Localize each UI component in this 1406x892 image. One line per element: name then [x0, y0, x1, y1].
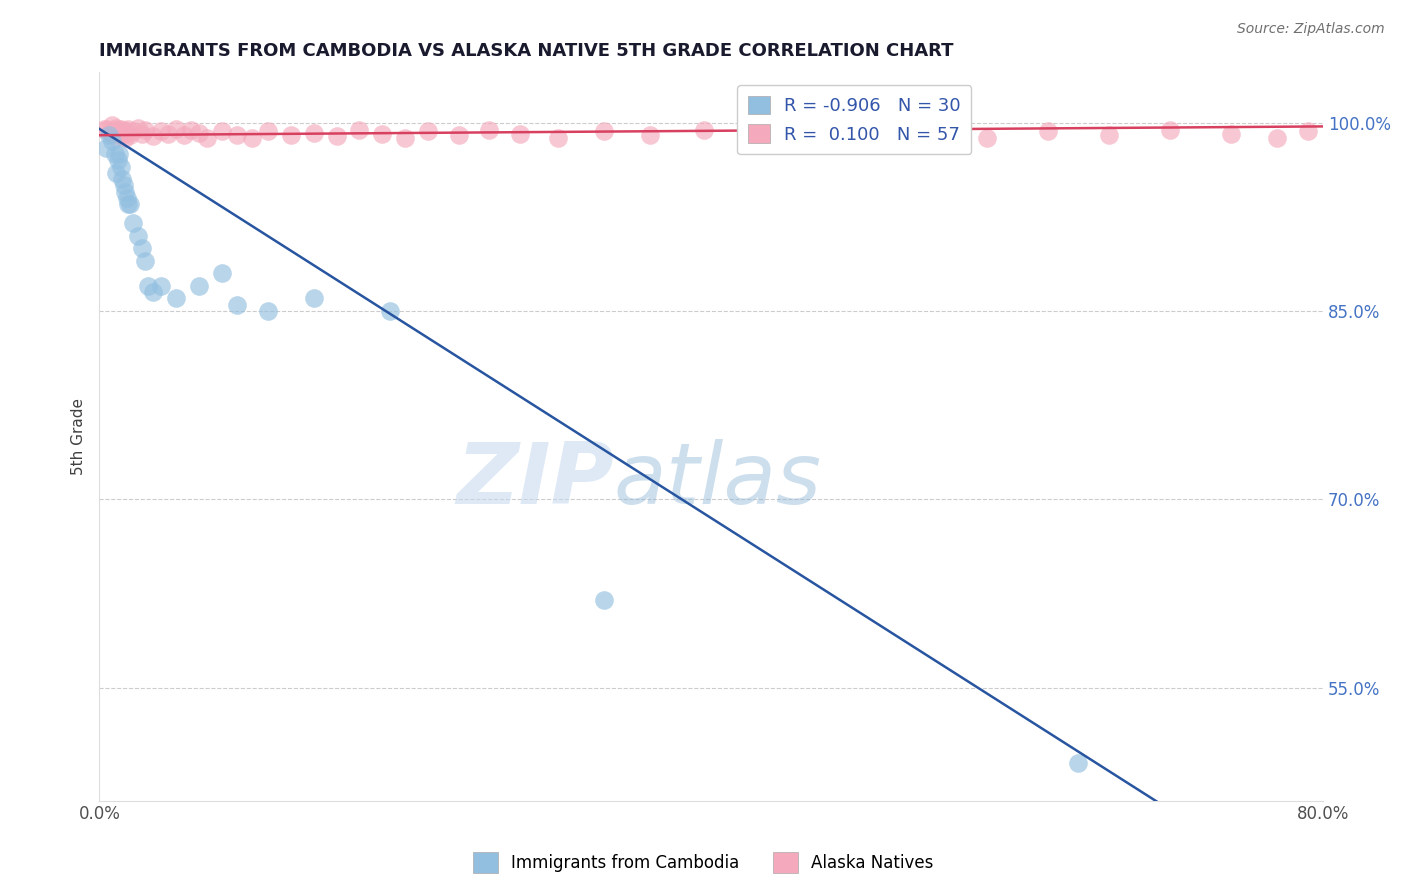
Point [127, 120, 149, 135]
Point [593, 592, 616, 607]
Point [302, 292, 325, 306]
Point [107, 124, 129, 138]
Point [853, 124, 876, 138]
Point [211, 266, 233, 280]
Point [447, 128, 470, 143]
Point [478, 123, 501, 137]
Point [256, 304, 278, 318]
Point [118, 197, 141, 211]
Point [134, 123, 156, 137]
Point [349, 123, 371, 137]
Point [187, 278, 209, 293]
Point [103, 128, 125, 143]
Point [108, 129, 131, 144]
Point [256, 124, 278, 138]
Point [94, 141, 117, 155]
Point [242, 130, 264, 145]
Point [187, 126, 209, 140]
Point [226, 128, 249, 143]
Text: atlas: atlas [613, 439, 821, 522]
Point [104, 123, 127, 137]
Point [98, 126, 121, 140]
Point [418, 124, 440, 138]
Point [131, 241, 153, 255]
Point [93, 122, 115, 136]
Point [122, 216, 145, 230]
Point [118, 128, 141, 143]
Point [195, 130, 218, 145]
Point [131, 127, 153, 141]
Point [134, 253, 156, 268]
Point [1067, 756, 1090, 770]
Point [180, 123, 202, 137]
Y-axis label: 5th Grade: 5th Grade [72, 398, 86, 475]
Point [138, 278, 160, 293]
Point [173, 128, 195, 143]
Point [142, 285, 165, 300]
Point [1036, 124, 1059, 138]
Point [100, 135, 122, 149]
Point [96, 122, 118, 136]
Point [692, 123, 714, 137]
Legend: R = -0.906   N = 30, R =  0.100   N = 57: R = -0.906 N = 30, R = 0.100 N = 57 [737, 85, 972, 154]
Point [110, 122, 132, 136]
Point [638, 128, 661, 143]
Point [226, 298, 249, 312]
Point [1220, 127, 1243, 141]
Point [110, 160, 132, 174]
Point [105, 166, 128, 180]
Point [1098, 128, 1121, 143]
Point [165, 292, 187, 306]
Point [117, 122, 139, 136]
Point [115, 126, 138, 140]
Point [149, 278, 172, 293]
Text: Source: ZipAtlas.com: Source: ZipAtlas.com [1237, 22, 1385, 37]
Point [976, 130, 998, 145]
Point [1159, 123, 1181, 137]
Point [211, 124, 233, 138]
Point [165, 122, 187, 136]
Point [593, 124, 616, 138]
Point [107, 153, 129, 168]
Point [157, 127, 180, 141]
Point [1265, 130, 1288, 145]
Point [371, 127, 394, 141]
Point [149, 124, 172, 138]
Point [122, 124, 145, 138]
Text: IMMIGRANTS FROM CAMBODIA VS ALASKA NATIVE 5TH GRADE CORRELATION CHART: IMMIGRANTS FROM CAMBODIA VS ALASKA NATIV… [100, 42, 953, 60]
Point [112, 123, 135, 137]
Point [105, 120, 128, 135]
Point [800, 130, 823, 145]
Point [509, 127, 531, 141]
Point [378, 304, 401, 318]
Point [114, 185, 136, 199]
Point [547, 130, 569, 145]
Point [97, 128, 120, 143]
Point [112, 178, 135, 193]
Point [104, 147, 127, 161]
Point [280, 128, 302, 143]
Point [111, 127, 134, 141]
Point [302, 126, 325, 140]
Legend: Immigrants from Cambodia, Alaska Natives: Immigrants from Cambodia, Alaska Natives [465, 846, 941, 880]
Point [914, 128, 936, 143]
Text: ZIP: ZIP [456, 439, 613, 522]
Point [127, 228, 149, 243]
Point [111, 172, 134, 186]
Point [325, 129, 347, 144]
Point [115, 191, 138, 205]
Point [117, 197, 139, 211]
Point [394, 130, 416, 145]
Point [142, 129, 165, 144]
Point [747, 127, 769, 141]
Point [100, 118, 122, 132]
Point [1296, 124, 1319, 138]
Point [114, 130, 136, 145]
Point [108, 147, 131, 161]
